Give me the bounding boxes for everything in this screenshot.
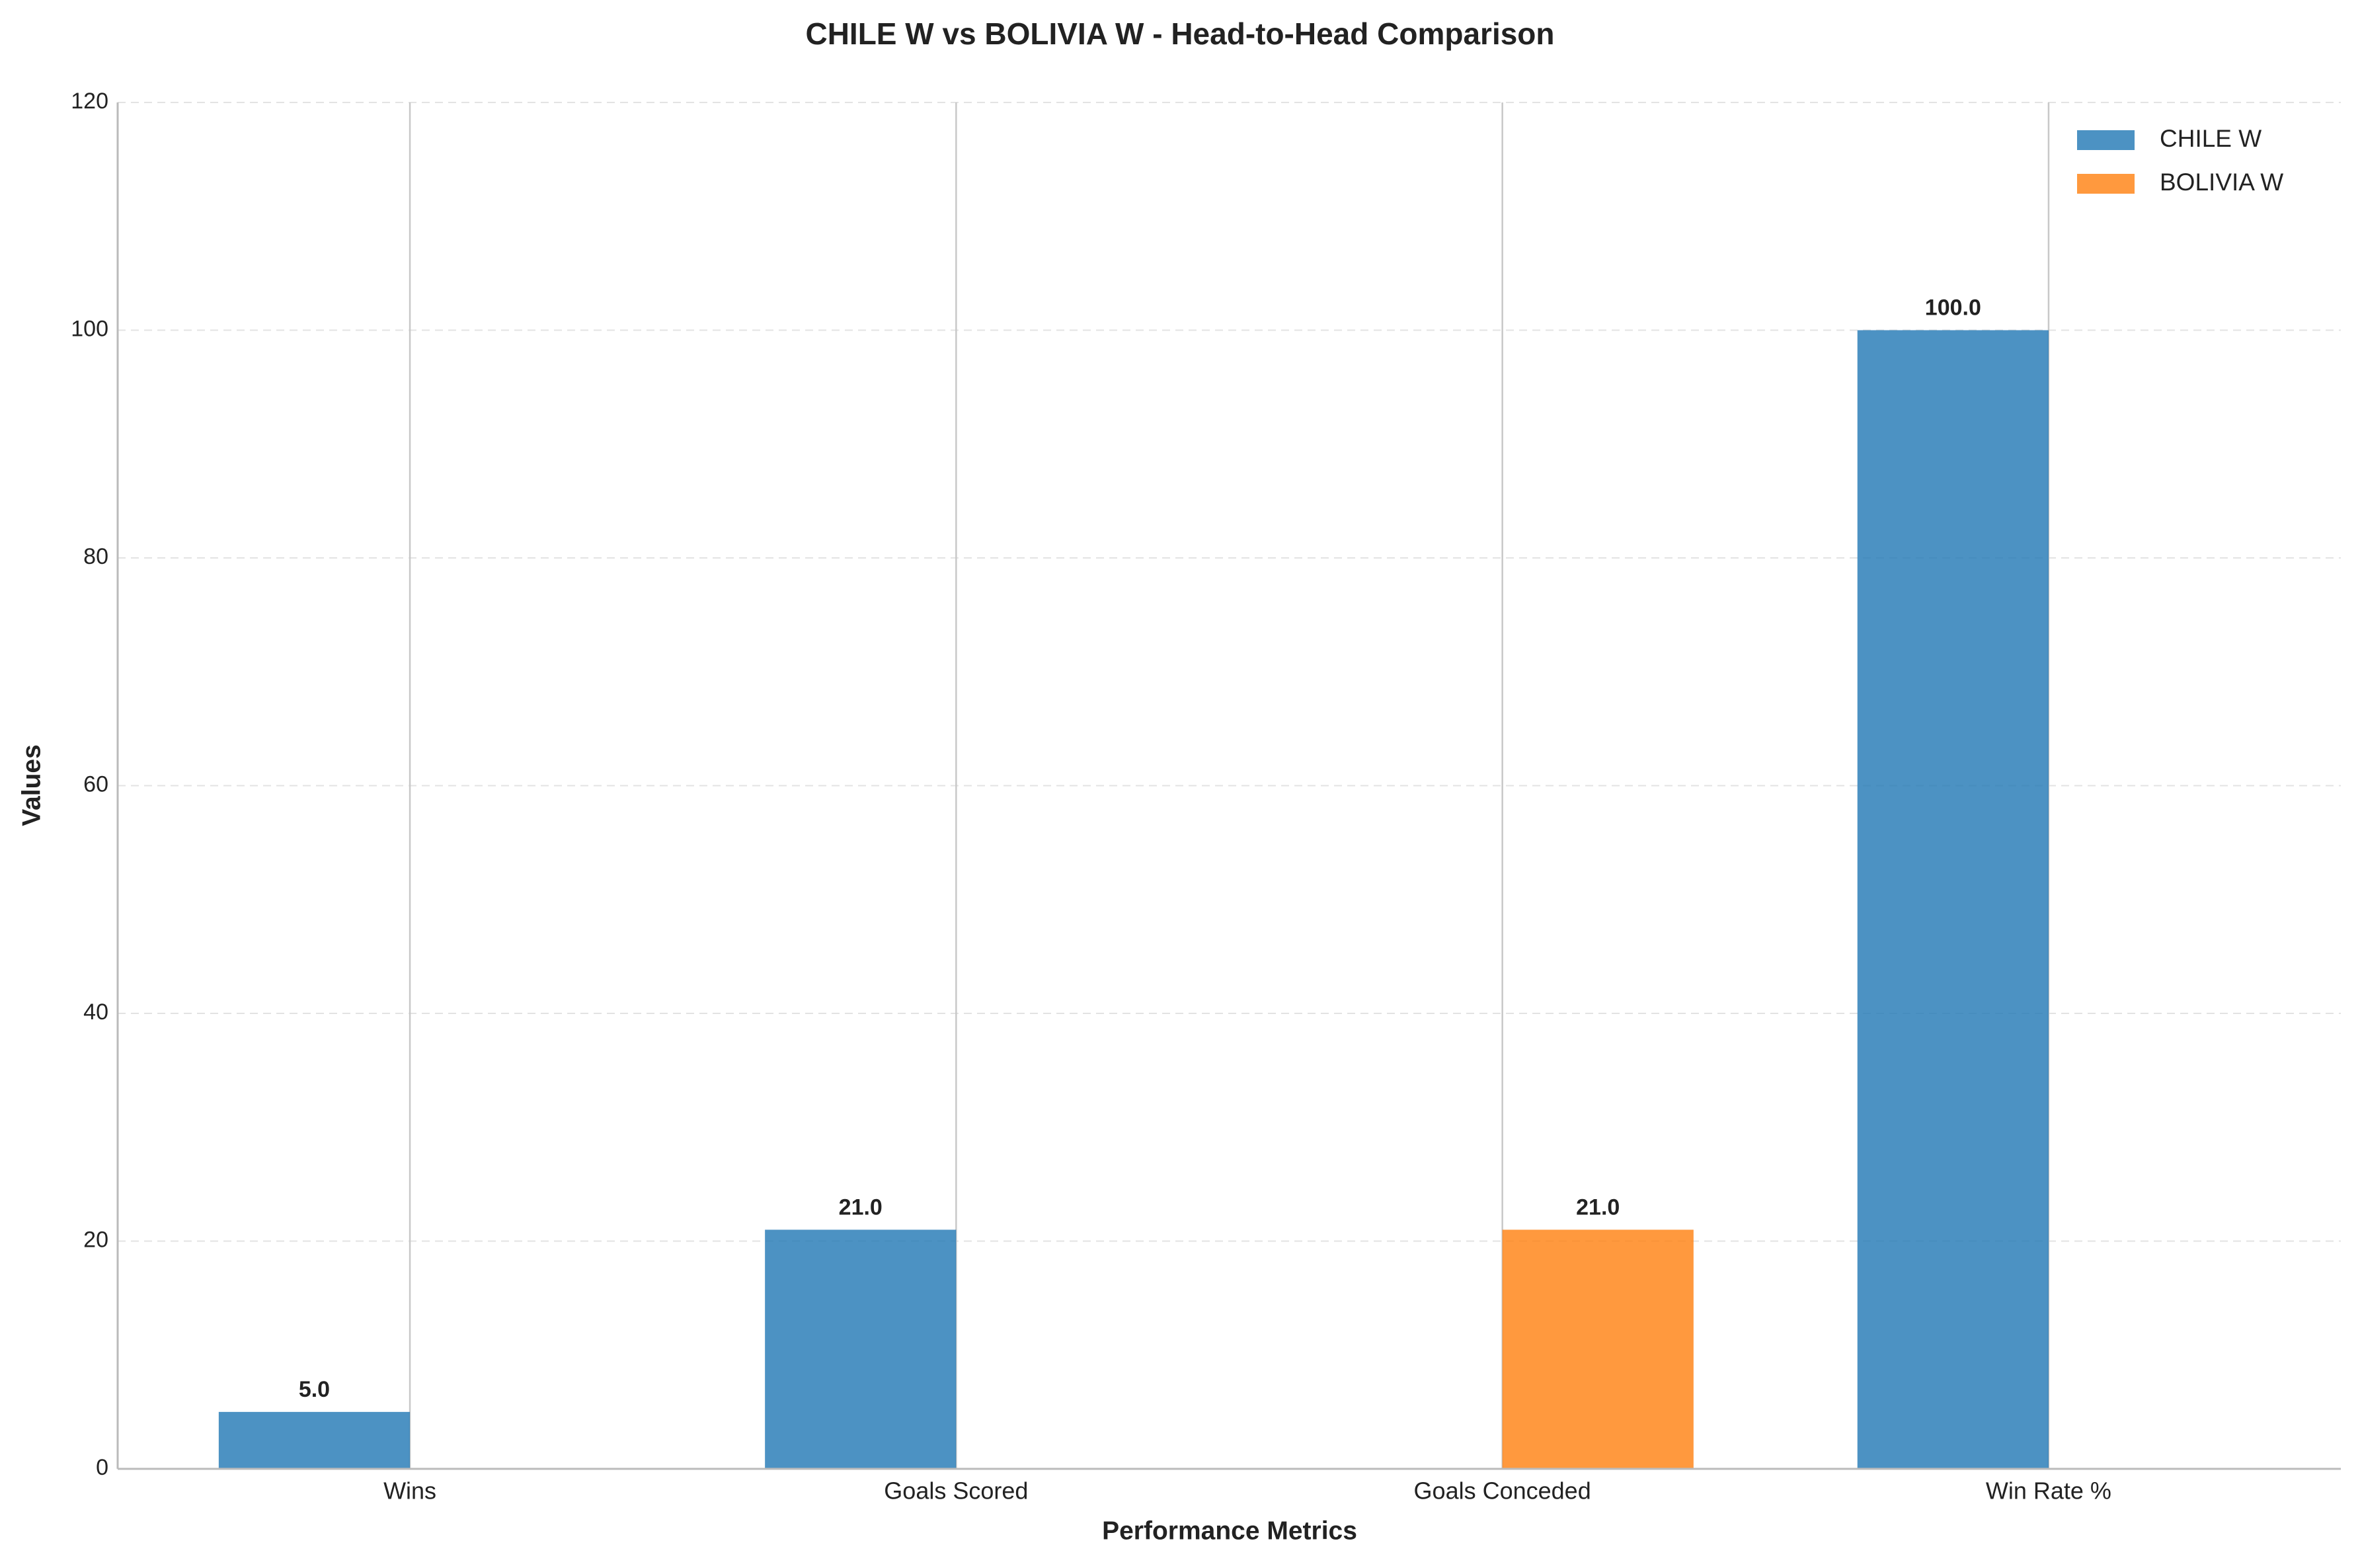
value-label: 5.0: [299, 1377, 330, 1402]
legend-swatch: [2077, 174, 2135, 194]
x-axis-label: Performance Metrics: [1102, 1516, 1357, 1545]
legend-label: BOLIVIA W: [2160, 169, 2283, 196]
bar: [218, 1411, 411, 1469]
value-label: 21.0: [839, 1195, 883, 1220]
value-label: 21.0: [1576, 1195, 1620, 1220]
x-tick-label: Wins: [383, 1477, 436, 1505]
legend-label: CHILE W: [2160, 125, 2262, 152]
y-tick-label: 60: [83, 771, 108, 797]
bar: [1502, 1230, 1694, 1469]
x-tick-label: Win Rate %: [1986, 1477, 2111, 1505]
y-tick-label: 120: [71, 89, 108, 114]
y-tick-label: 40: [83, 1000, 108, 1025]
y-tick-label: 100: [71, 316, 108, 341]
y-tick-label: 0: [96, 1455, 108, 1480]
y-tick-label: 20: [83, 1227, 108, 1252]
bar: [1857, 330, 2049, 1469]
legend-swatch: [2077, 130, 2135, 150]
value-label: 100.0: [1925, 295, 1981, 320]
y-tick-label: 80: [83, 544, 108, 569]
y-axis-label: Values: [17, 744, 46, 826]
chart-title: CHILE W vs BOLIVIA W - Head-to-Head Comp…: [805, 17, 1554, 51]
x-tick-label: Goals Scored: [884, 1477, 1028, 1505]
x-tick-label: Goals Conceded: [1414, 1477, 1591, 1505]
bar: [765, 1230, 957, 1469]
